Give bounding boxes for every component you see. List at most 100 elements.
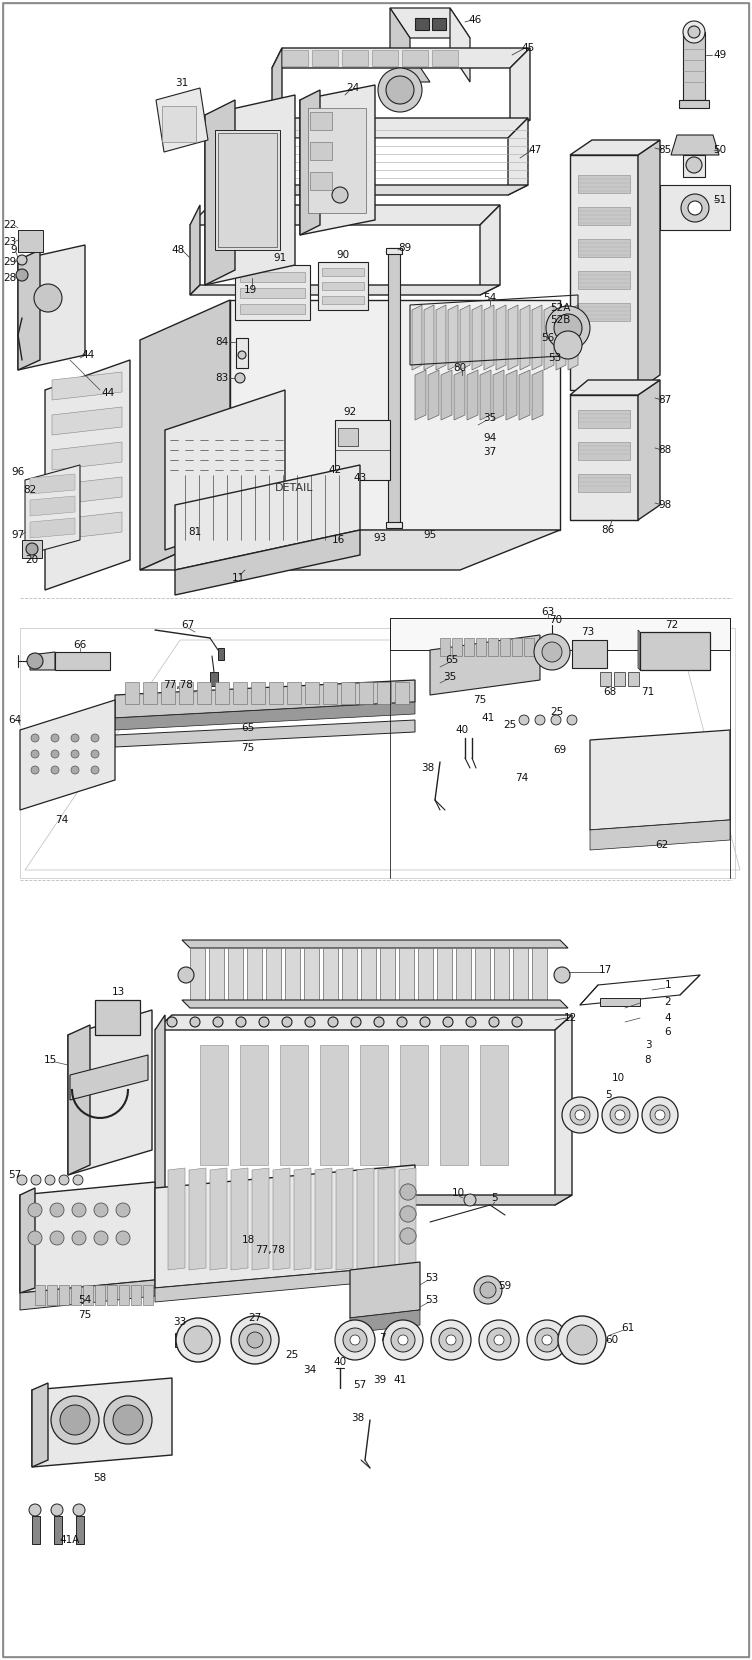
Bar	[323, 682, 337, 704]
Polygon shape	[399, 948, 414, 999]
Polygon shape	[285, 948, 300, 999]
Bar	[76, 1516, 84, 1544]
Circle shape	[464, 1194, 476, 1207]
Circle shape	[259, 1018, 269, 1028]
Circle shape	[420, 1018, 430, 1028]
Circle shape	[567, 1325, 597, 1355]
Bar	[59, 1285, 69, 1305]
Text: 92: 92	[344, 407, 356, 417]
Circle shape	[391, 1328, 415, 1351]
Bar	[614, 672, 625, 686]
Text: 86: 86	[602, 525, 614, 535]
Bar	[18, 231, 43, 252]
Polygon shape	[32, 1383, 48, 1467]
Bar	[386, 521, 402, 528]
Polygon shape	[428, 370, 439, 420]
Bar	[440, 1046, 468, 1165]
Polygon shape	[472, 305, 482, 370]
Bar	[464, 637, 474, 656]
Circle shape	[446, 1335, 456, 1345]
Polygon shape	[182, 999, 568, 1008]
Polygon shape	[300, 85, 375, 236]
Text: 39: 39	[374, 1374, 387, 1384]
Text: 88: 88	[658, 445, 672, 455]
Bar	[338, 428, 358, 447]
Text: 22: 22	[3, 221, 17, 231]
Circle shape	[167, 1018, 177, 1028]
Circle shape	[480, 1282, 496, 1298]
Text: 95: 95	[423, 530, 437, 540]
Bar	[95, 999, 140, 1034]
Text: 57: 57	[8, 1170, 22, 1180]
Circle shape	[51, 765, 59, 774]
Polygon shape	[30, 475, 75, 495]
Bar	[395, 682, 409, 704]
Text: 38: 38	[421, 764, 435, 774]
Circle shape	[34, 284, 62, 312]
Polygon shape	[336, 1169, 353, 1270]
Text: 41A: 41A	[60, 1536, 80, 1545]
Polygon shape	[342, 948, 357, 999]
Circle shape	[400, 1207, 416, 1222]
Circle shape	[466, 1018, 476, 1028]
Polygon shape	[210, 1169, 227, 1270]
Circle shape	[72, 1232, 86, 1245]
Text: 64: 64	[8, 715, 22, 725]
Polygon shape	[190, 286, 500, 295]
Polygon shape	[318, 262, 368, 310]
Bar	[161, 682, 175, 704]
Polygon shape	[568, 305, 578, 370]
Circle shape	[113, 1404, 143, 1434]
Polygon shape	[115, 681, 415, 719]
Text: 96: 96	[11, 466, 25, 476]
Text: 44: 44	[81, 350, 95, 360]
Polygon shape	[671, 134, 719, 154]
Circle shape	[71, 734, 79, 742]
Polygon shape	[52, 511, 122, 540]
Text: 58: 58	[93, 1472, 107, 1482]
Circle shape	[558, 1316, 606, 1365]
Circle shape	[535, 715, 545, 725]
Circle shape	[554, 968, 570, 983]
Text: 1: 1	[665, 979, 672, 989]
Bar	[119, 1285, 129, 1305]
Circle shape	[190, 1018, 200, 1028]
Polygon shape	[156, 88, 208, 153]
Bar	[210, 672, 218, 686]
Polygon shape	[380, 948, 395, 999]
Polygon shape	[399, 1169, 416, 1270]
Polygon shape	[415, 370, 426, 420]
Polygon shape	[190, 948, 205, 999]
Circle shape	[91, 750, 99, 759]
Text: 63: 63	[541, 608, 555, 618]
Text: 74: 74	[56, 815, 68, 825]
Text: 3: 3	[644, 1041, 651, 1051]
Circle shape	[72, 1204, 86, 1217]
Bar	[572, 641, 607, 667]
Text: 10: 10	[451, 1189, 465, 1199]
Circle shape	[688, 27, 700, 38]
Polygon shape	[240, 272, 305, 282]
Polygon shape	[115, 720, 415, 747]
Circle shape	[50, 1204, 64, 1217]
Bar	[480, 1046, 508, 1165]
Circle shape	[567, 715, 577, 725]
Bar	[388, 247, 400, 528]
Circle shape	[527, 1320, 567, 1360]
Text: 59: 59	[499, 1282, 511, 1291]
Polygon shape	[508, 305, 518, 370]
Circle shape	[683, 22, 705, 43]
Polygon shape	[25, 465, 80, 554]
Polygon shape	[175, 1333, 198, 1346]
Polygon shape	[248, 120, 258, 194]
Text: 74: 74	[515, 774, 529, 784]
Circle shape	[519, 715, 529, 725]
Circle shape	[236, 1018, 246, 1028]
Circle shape	[213, 1018, 223, 1028]
Text: 73: 73	[581, 627, 595, 637]
Polygon shape	[205, 95, 295, 286]
Polygon shape	[52, 476, 122, 505]
Circle shape	[688, 201, 702, 216]
Circle shape	[235, 374, 245, 383]
Polygon shape	[140, 530, 560, 569]
